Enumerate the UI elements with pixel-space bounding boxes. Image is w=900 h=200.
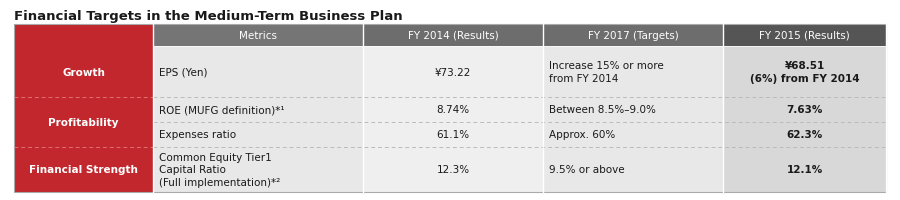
Text: Profitability: Profitability (49, 117, 119, 127)
Bar (543, 147, 723, 192)
Bar (723, 25, 886, 47)
Bar (543, 47, 723, 98)
Bar (153, 25, 363, 47)
Text: Metrics: Metrics (239, 31, 277, 41)
Text: FY 2017 (Targets): FY 2017 (Targets) (588, 31, 679, 41)
Bar (723, 98, 886, 122)
Text: ¥68.51
(6%) from FY 2014: ¥68.51 (6%) from FY 2014 (750, 61, 859, 83)
Bar (543, 98, 723, 122)
Bar (723, 122, 886, 147)
Bar (153, 147, 363, 192)
Text: EPS (Yen): EPS (Yen) (159, 67, 208, 77)
Text: 7.63%: 7.63% (787, 105, 823, 115)
Text: 62.3%: 62.3% (787, 130, 823, 140)
Bar (543, 122, 723, 147)
Bar (14, 25, 153, 192)
Text: Increase 15% or more
from FY 2014: Increase 15% or more from FY 2014 (549, 61, 664, 83)
Text: 12.3%: 12.3% (436, 165, 470, 175)
Bar (153, 47, 363, 98)
Bar (723, 147, 886, 192)
Bar (363, 147, 543, 192)
Bar (153, 122, 363, 147)
Text: Expenses ratio: Expenses ratio (159, 130, 236, 140)
Text: Between 8.5%–9.0%: Between 8.5%–9.0% (549, 105, 656, 115)
Bar (543, 25, 723, 47)
Text: Financial Targets in the Medium-Term Business Plan: Financial Targets in the Medium-Term Bus… (14, 10, 402, 23)
Text: ¥73.22: ¥73.22 (435, 67, 472, 77)
Bar (363, 98, 543, 122)
Text: Approx. 60%: Approx. 60% (549, 130, 616, 140)
Text: 9.5% or above: 9.5% or above (549, 165, 625, 175)
Bar (363, 47, 543, 98)
Text: 12.1%: 12.1% (787, 165, 823, 175)
Text: Growth: Growth (62, 67, 105, 77)
Text: FY 2014 (Results): FY 2014 (Results) (408, 31, 499, 41)
Bar (363, 122, 543, 147)
Bar (14, 25, 886, 192)
Text: FY 2015 (Results): FY 2015 (Results) (759, 31, 850, 41)
Bar (363, 25, 543, 47)
Text: Financial Strength: Financial Strength (29, 165, 138, 175)
Bar (153, 98, 363, 122)
Bar (723, 47, 886, 98)
Text: Common Equity Tier1
Capital Ratio
(Full implementation)*²: Common Equity Tier1 Capital Ratio (Full … (159, 152, 280, 187)
Text: ROE (MUFG definition)*¹: ROE (MUFG definition)*¹ (159, 105, 284, 115)
Text: 8.74%: 8.74% (436, 105, 470, 115)
Text: 61.1%: 61.1% (436, 130, 470, 140)
